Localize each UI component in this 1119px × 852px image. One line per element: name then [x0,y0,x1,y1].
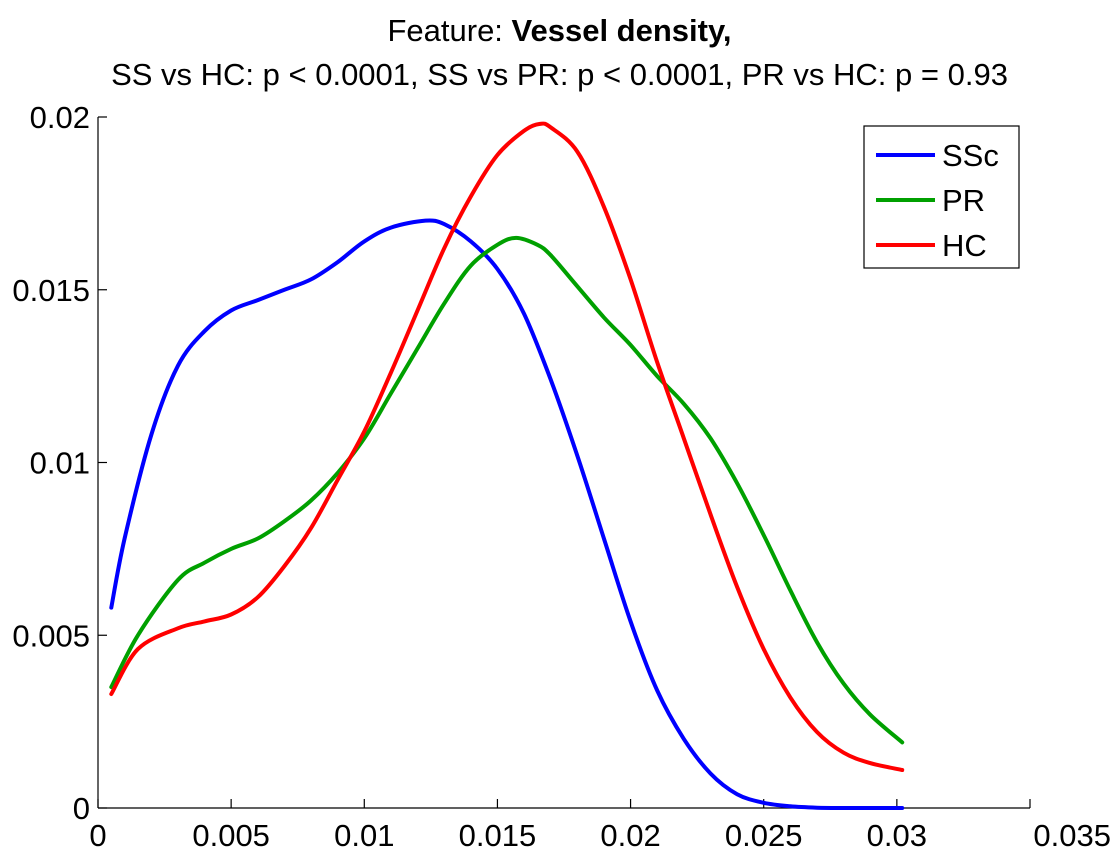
y-tick-label: 0 [73,791,90,826]
x-tick-label: 0.03 [867,818,927,852]
legend-label-ssc: SSc [942,138,999,173]
x-tick-label: 0.025 [725,818,803,852]
y-tick-label: 0.01 [30,446,90,481]
axes: 0 0.005 0.01 0.015 0.02 0.025 0.03 0.035 0 0.005 0… [12,100,1111,852]
x-tick-label: 0.02 [600,818,660,852]
title-feature: Vessel density, [511,13,732,48]
legend-label-hc: HC [942,228,987,263]
chart-title: Feature: Vessel density, [0,13,1119,49]
x-tick-label: 0.015 [459,818,537,852]
series-line-pr [109,235,905,745]
x-tick-label: 0 [89,818,106,852]
series-lines [109,121,905,811]
legend: SSc PR HC [863,125,1020,269]
series-line-ssc [109,218,905,811]
x-tick-label: 0.035 [1033,818,1111,852]
y-tick-label: 0.02 [30,100,90,135]
legend-label-pr: PR [942,183,985,218]
title-prefix: Feature: [387,13,512,48]
chart-subtitle: SS vs HC: p < 0.0001, SS vs PR: p < 0.00… [111,57,1008,92]
y-tick-label: 0.015 [12,273,90,308]
y-tick-label: 0.005 [12,618,90,653]
series-line-hc [109,121,905,772]
x-tick-label: 0.005 [192,818,270,852]
x-tick-label: 0.01 [334,818,394,852]
